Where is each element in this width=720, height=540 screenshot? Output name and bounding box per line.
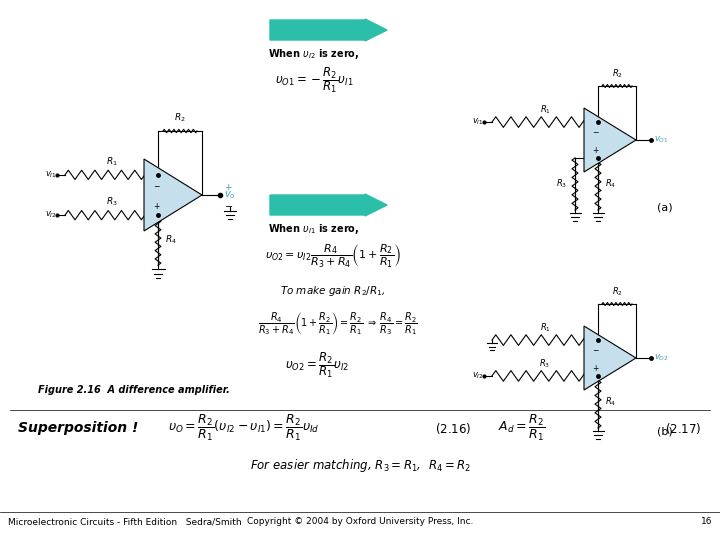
- Text: $v_{I2}$: $v_{I2}$: [45, 210, 57, 220]
- Text: $R_2$: $R_2$: [174, 111, 186, 124]
- Text: $R_4$: $R_4$: [165, 234, 177, 246]
- FancyArrow shape: [270, 19, 387, 41]
- Text: (a): (a): [657, 202, 672, 212]
- Text: $v_{O1}$: $v_{O1}$: [654, 135, 669, 145]
- Text: $R_4$: $R_4$: [605, 178, 616, 190]
- Text: $+$: $+$: [153, 201, 161, 211]
- Text: $R_1$: $R_1$: [539, 104, 551, 116]
- Text: $\upsilon_{O1}=-\dfrac{R_2}{R_1}\upsilon_{I1}$: $\upsilon_{O1}=-\dfrac{R_2}{R_1}\upsilon…: [275, 65, 354, 95]
- Text: $\upsilon_{O2}=\dfrac{R_2}{R_1}\upsilon_{I2}$: $\upsilon_{O2}=\dfrac{R_2}{R_1}\upsilon_…: [285, 350, 349, 380]
- Text: (b): (b): [657, 426, 673, 436]
- Text: $-$: $-$: [224, 200, 233, 210]
- Text: When $\upsilon_{I1}$ is zero,: When $\upsilon_{I1}$ is zero,: [268, 222, 359, 236]
- Text: $R_2$: $R_2$: [611, 68, 623, 80]
- Text: $-$: $-$: [592, 344, 600, 353]
- Text: $-$: $-$: [153, 180, 161, 188]
- Text: $v_o$: $v_o$: [224, 189, 235, 201]
- Text: For easier matching, $R_3=R_1$,  $R_4=R_2$: For easier matching, $R_3=R_1$, $R_4=R_2…: [250, 456, 470, 474]
- Text: $R_3$: $R_3$: [539, 357, 551, 370]
- Text: $R_2$: $R_2$: [611, 286, 623, 298]
- Text: $R_3$: $R_3$: [106, 195, 117, 208]
- Polygon shape: [144, 159, 202, 231]
- Text: $\dfrac{R_4}{R_3+R_4}\left(1+\dfrac{R_2}{R_1}\right)=\dfrac{R_2}{R_1}$$\;\Righta: $\dfrac{R_4}{R_3+R_4}\left(1+\dfrac{R_2}…: [258, 310, 418, 337]
- Text: $\upsilon_O = \dfrac{R_2}{R_1}\left(\upsilon_{I2}-\upsilon_{I1}\right)=\dfrac{R_: $\upsilon_O = \dfrac{R_2}{R_1}\left(\ups…: [168, 413, 320, 443]
- Text: Superposition !: Superposition !: [18, 421, 138, 435]
- Text: $+$: $+$: [224, 182, 233, 192]
- Polygon shape: [584, 326, 636, 390]
- Text: $v_{I1}$: $v_{I1}$: [472, 117, 484, 127]
- Text: $-$: $-$: [592, 126, 600, 135]
- Text: Figure 2.16  A difference amplifier.: Figure 2.16 A difference amplifier.: [38, 385, 230, 395]
- Text: $R_1$: $R_1$: [106, 156, 117, 168]
- Text: $v_{O2}$: $v_{O2}$: [654, 353, 669, 363]
- Text: $+$: $+$: [592, 145, 600, 154]
- Text: $(2.16)$: $(2.16)$: [435, 421, 472, 435]
- Text: $v_{I2}$: $v_{I2}$: [472, 370, 484, 381]
- Text: $\upsilon_{O2}=\upsilon_{I2}\dfrac{R_4}{R_3+R_4}\left(1+\dfrac{R_2}{R_1}\right)$: $\upsilon_{O2}=\upsilon_{I2}\dfrac{R_4}{…: [265, 243, 401, 270]
- Text: $A_d = \dfrac{R_2}{R_1}$: $A_d = \dfrac{R_2}{R_1}$: [498, 413, 545, 443]
- Text: 16: 16: [701, 517, 712, 526]
- Text: $R_3$: $R_3$: [556, 178, 567, 190]
- Text: $R_1$: $R_1$: [539, 322, 551, 334]
- Text: To make gain $R_2/R_1$,: To make gain $R_2/R_1$,: [280, 284, 386, 298]
- Text: Microelectronic Circuits - Fifth Edition   Sedra/Smith: Microelectronic Circuits - Fifth Edition…: [8, 517, 242, 526]
- FancyArrow shape: [270, 194, 387, 216]
- Text: When $\upsilon_{I2}$ is zero,: When $\upsilon_{I2}$ is zero,: [268, 47, 359, 61]
- Text: $+$: $+$: [592, 362, 600, 373]
- Polygon shape: [584, 108, 636, 172]
- Text: $R_4$: $R_4$: [605, 396, 616, 408]
- Text: Copyright © 2004 by Oxford University Press, Inc.: Copyright © 2004 by Oxford University Pr…: [247, 517, 473, 526]
- Text: $v_{I1}$: $v_{I1}$: [45, 170, 57, 180]
- Text: $(2.17)$: $(2.17)$: [665, 421, 701, 435]
